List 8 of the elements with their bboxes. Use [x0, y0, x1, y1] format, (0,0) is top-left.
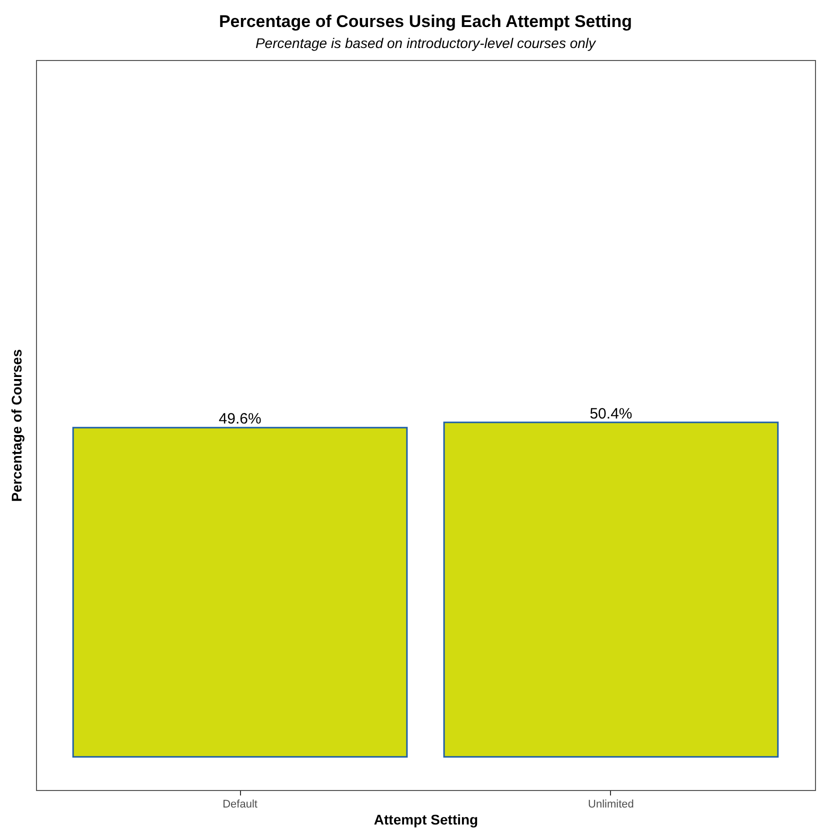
data-label: 49.6%: [218, 410, 262, 428]
x-tick-label: Unlimited: [588, 798, 634, 810]
x-tick-label: Default: [222, 798, 258, 810]
chart-title: Percentage of Courses Using Each Attempt Setting: [218, 12, 632, 31]
y-axis-title: Percentage of Courses: [8, 349, 24, 502]
chart-subtitle: Percentage is based on introductory-level courses only: [255, 35, 597, 51]
data-label: 50.4%: [590, 405, 632, 422]
x-axis-title: Attempt Setting: [374, 812, 478, 828]
